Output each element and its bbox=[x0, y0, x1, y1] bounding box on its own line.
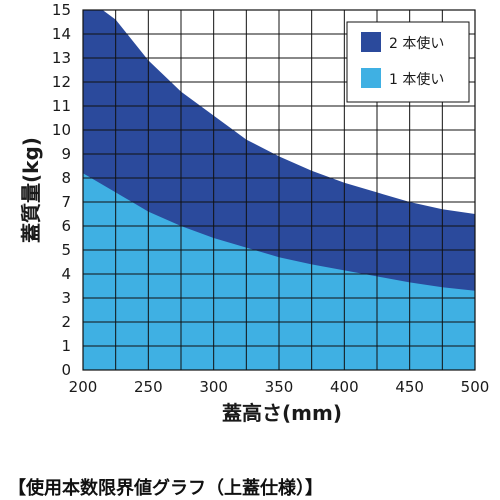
y-tick-label: 14 bbox=[52, 25, 71, 43]
y-tick-label: 1 bbox=[61, 337, 71, 355]
y-tick-label: 3 bbox=[61, 289, 71, 307]
x-tick-label: 400 bbox=[330, 378, 359, 396]
legend-label: 1 本使い bbox=[389, 71, 444, 88]
legend: 2 本使い 1 本使い bbox=[346, 21, 470, 103]
x-axis-title: 蓋高さ(mm) bbox=[222, 401, 342, 425]
chart: 0 1 2 3 4 5 6 7 8 9 10 11 12 13 14 15 200 250 300 350 400 45… bbox=[19, 1, 490, 425]
x-tick-label: 450 bbox=[395, 378, 424, 396]
y-axis-title: 蓋質量(kg) bbox=[19, 137, 43, 243]
plot-border bbox=[82, 9, 476, 371]
chart-caption: 【使用本数限界値グラフ（上蓋仕様）】 bbox=[8, 478, 323, 499]
y-tick-label: 4 bbox=[61, 265, 71, 283]
legend-label: 2 本使い bbox=[389, 35, 444, 52]
x-tick-label: 350 bbox=[265, 378, 294, 396]
y-tick-label: 7 bbox=[61, 193, 71, 211]
y-tick-label: 15 bbox=[52, 1, 71, 19]
y-tick-label: 13 bbox=[52, 49, 71, 67]
legend-swatch bbox=[361, 68, 381, 88]
y-tick-label: 9 bbox=[61, 145, 71, 163]
x-tick-label: 200 bbox=[69, 378, 98, 396]
y-tick-label: 8 bbox=[61, 169, 71, 187]
y-tick-label: 6 bbox=[61, 217, 71, 235]
x-tick-label: 300 bbox=[199, 378, 228, 396]
y-tick-label: 0 bbox=[61, 361, 71, 379]
y-tick-label: 12 bbox=[52, 73, 71, 91]
y-tick-label: 11 bbox=[52, 97, 71, 115]
y-tick-label: 2 bbox=[61, 313, 71, 331]
y-tick-label: 5 bbox=[61, 241, 71, 259]
y-tick-label: 10 bbox=[52, 121, 71, 139]
x-tick-labels: 200 250 300 350 400 450 500 bbox=[69, 378, 490, 396]
legend-swatch bbox=[361, 32, 381, 52]
x-tick-label: 500 bbox=[461, 378, 490, 396]
x-tick-label: 250 bbox=[134, 378, 163, 396]
